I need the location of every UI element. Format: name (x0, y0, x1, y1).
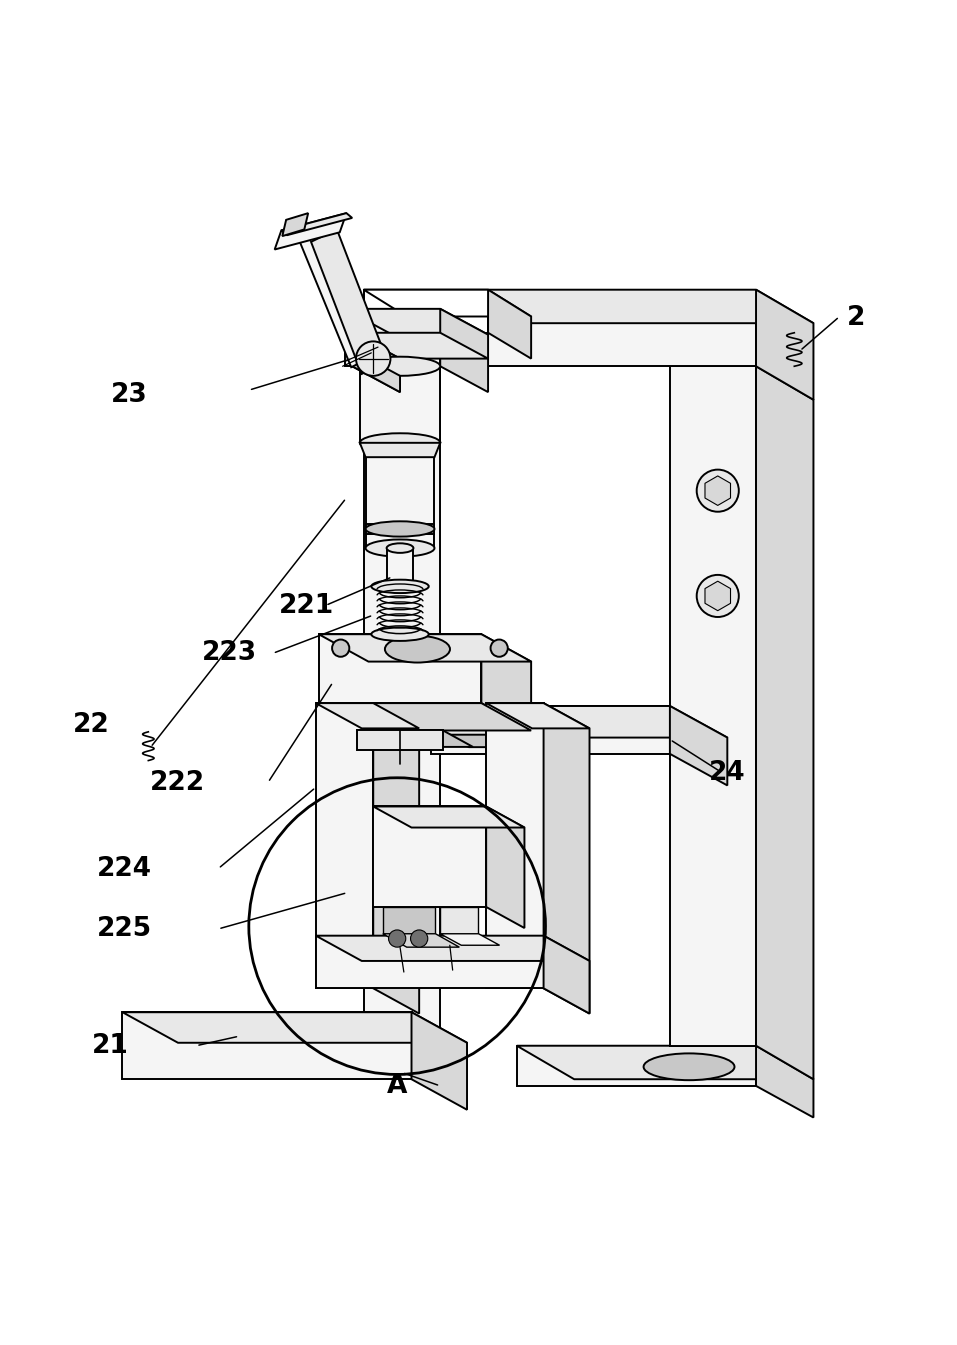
Ellipse shape (371, 580, 429, 593)
Ellipse shape (387, 581, 413, 592)
Polygon shape (373, 807, 486, 907)
Polygon shape (440, 933, 500, 946)
Polygon shape (431, 706, 727, 737)
Polygon shape (431, 706, 670, 753)
Polygon shape (316, 936, 590, 960)
Ellipse shape (387, 543, 413, 553)
Polygon shape (316, 703, 373, 989)
Ellipse shape (643, 1053, 734, 1080)
Polygon shape (364, 289, 531, 316)
Text: 225: 225 (97, 916, 152, 941)
Polygon shape (360, 443, 440, 457)
Polygon shape (383, 907, 435, 933)
Circle shape (491, 639, 508, 656)
Text: 2: 2 (847, 305, 866, 331)
Text: 22: 22 (73, 712, 109, 738)
Polygon shape (319, 635, 481, 703)
Circle shape (389, 929, 406, 947)
Polygon shape (122, 1013, 467, 1042)
Polygon shape (670, 366, 756, 1045)
Polygon shape (756, 366, 813, 1079)
Polygon shape (366, 457, 434, 549)
Text: 21: 21 (92, 1033, 128, 1059)
Polygon shape (705, 581, 730, 611)
Circle shape (356, 342, 390, 375)
Polygon shape (444, 734, 513, 746)
Circle shape (697, 574, 739, 617)
Polygon shape (366, 525, 434, 534)
Polygon shape (444, 706, 488, 734)
Polygon shape (544, 936, 590, 1014)
Polygon shape (364, 289, 813, 323)
Polygon shape (352, 332, 400, 393)
Polygon shape (357, 730, 443, 749)
Polygon shape (481, 635, 531, 730)
Polygon shape (319, 703, 531, 730)
Text: 224: 224 (97, 855, 152, 882)
Polygon shape (387, 549, 413, 586)
Polygon shape (122, 1013, 412, 1079)
Polygon shape (297, 221, 378, 367)
Polygon shape (319, 635, 531, 662)
Polygon shape (316, 703, 419, 729)
Circle shape (332, 639, 349, 656)
Ellipse shape (385, 636, 450, 663)
Polygon shape (440, 907, 478, 933)
Polygon shape (756, 289, 813, 399)
Polygon shape (364, 366, 440, 1045)
Polygon shape (756, 1045, 813, 1118)
Polygon shape (517, 1045, 756, 1085)
Polygon shape (360, 366, 440, 443)
Polygon shape (364, 289, 756, 366)
Polygon shape (352, 332, 488, 359)
Polygon shape (486, 703, 544, 989)
Circle shape (697, 469, 739, 511)
Polygon shape (486, 703, 590, 729)
Ellipse shape (366, 539, 434, 557)
Text: 24: 24 (709, 760, 746, 785)
Ellipse shape (360, 356, 440, 375)
Polygon shape (488, 289, 531, 359)
Polygon shape (373, 703, 419, 1014)
Polygon shape (345, 309, 488, 335)
Polygon shape (373, 807, 524, 827)
Polygon shape (440, 309, 488, 393)
Polygon shape (357, 730, 473, 746)
Polygon shape (311, 230, 388, 374)
Ellipse shape (371, 628, 429, 642)
Polygon shape (412, 1013, 467, 1110)
Polygon shape (544, 703, 590, 1014)
Ellipse shape (360, 433, 440, 452)
Text: 223: 223 (202, 640, 257, 666)
Polygon shape (281, 213, 352, 235)
Polygon shape (705, 476, 730, 506)
Circle shape (411, 929, 428, 947)
Polygon shape (670, 706, 727, 785)
Polygon shape (352, 350, 400, 393)
Polygon shape (316, 936, 544, 989)
Polygon shape (282, 213, 308, 237)
Text: 222: 222 (149, 769, 205, 795)
Text: A: A (387, 1073, 408, 1099)
Polygon shape (275, 213, 346, 250)
Text: 221: 221 (278, 593, 334, 619)
Polygon shape (345, 309, 440, 366)
Ellipse shape (366, 522, 434, 537)
Text: 23: 23 (111, 382, 147, 408)
Polygon shape (517, 1045, 813, 1079)
Polygon shape (383, 933, 459, 947)
Polygon shape (486, 807, 524, 928)
Polygon shape (364, 289, 488, 332)
